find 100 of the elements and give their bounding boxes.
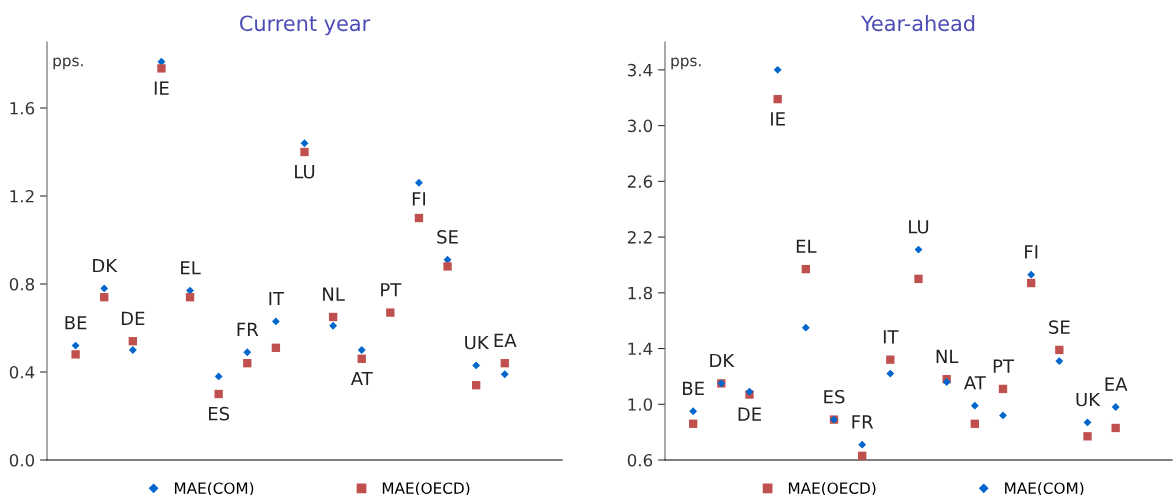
point xyxy=(243,348,252,357)
point xyxy=(328,312,338,322)
point xyxy=(128,346,137,354)
point xyxy=(858,440,867,449)
point xyxy=(271,343,281,352)
y-tick-label: 1.0 xyxy=(628,398,653,411)
legend-label: MAE(OECD) xyxy=(382,482,470,495)
point xyxy=(214,372,223,381)
point xyxy=(1027,270,1036,279)
point xyxy=(1083,432,1092,441)
category-label: EL xyxy=(181,261,201,275)
y-tick-label: 1.6 xyxy=(10,101,35,115)
category-label: PT xyxy=(993,359,1015,373)
y-tick-label: 3.4 xyxy=(627,63,653,77)
point xyxy=(914,245,923,254)
category-label: AT xyxy=(963,376,986,390)
point xyxy=(858,451,867,460)
point xyxy=(443,262,452,271)
category-label: LU xyxy=(909,220,929,234)
category-label: EA xyxy=(494,333,517,347)
point xyxy=(1027,278,1036,288)
point xyxy=(1083,418,1092,427)
category-label: ES xyxy=(824,389,845,404)
category-label: FI xyxy=(1025,245,1038,259)
category-label: NL xyxy=(936,349,959,363)
point xyxy=(773,94,782,104)
category-label: IT xyxy=(269,291,285,306)
legend-label: MAE(OECD) xyxy=(788,482,876,495)
point xyxy=(214,389,223,399)
legend-label: MAE(COM) xyxy=(1005,482,1084,495)
category-label: DE xyxy=(121,311,145,325)
point xyxy=(300,139,309,148)
point xyxy=(271,317,280,326)
category-label: FR xyxy=(237,322,259,336)
y-tick-label: 2.2 xyxy=(627,231,652,244)
point xyxy=(773,65,782,74)
chart-title: Current year xyxy=(240,15,371,36)
point xyxy=(472,381,481,390)
point xyxy=(801,323,810,332)
chart-title: Year-ahead xyxy=(860,15,975,32)
point xyxy=(999,411,1007,420)
category-label: BE xyxy=(65,316,87,330)
point xyxy=(414,213,424,223)
category-label: PT xyxy=(381,283,402,297)
y-axis-title: pps. xyxy=(53,57,83,70)
category-label: NL xyxy=(323,287,345,301)
y-tick-label: 1.8 xyxy=(628,286,653,300)
category-label: FR xyxy=(852,415,874,429)
point xyxy=(357,346,366,354)
point xyxy=(71,350,80,359)
point xyxy=(886,369,895,378)
y-tick-label: 0.6 xyxy=(627,453,653,467)
point xyxy=(472,361,481,370)
legend-label: MAE(COM) xyxy=(174,482,254,495)
category-label: UK xyxy=(465,335,490,350)
y-tick-label: 0.8 xyxy=(9,277,35,291)
y-tick-label: 2.6 xyxy=(627,175,653,188)
y-tick-label: 0.4 xyxy=(9,365,35,379)
category-label: FI xyxy=(412,192,426,206)
point xyxy=(415,178,423,187)
y-axis-title: pps. xyxy=(671,57,701,70)
y-tick-label: 1.2 xyxy=(10,189,34,203)
category-label: IE xyxy=(771,112,785,126)
category-label: DK xyxy=(710,353,735,368)
point xyxy=(1111,403,1120,411)
point xyxy=(243,359,252,368)
category-label: UK xyxy=(1076,392,1101,407)
point xyxy=(500,359,509,368)
point xyxy=(185,293,195,302)
category-label: IE xyxy=(154,81,169,95)
point xyxy=(100,293,109,302)
category-label: SE xyxy=(1049,320,1070,334)
point xyxy=(1055,357,1064,365)
y-tick-label: 3.0 xyxy=(627,119,653,133)
point xyxy=(100,284,109,293)
category-label: BE xyxy=(683,381,704,395)
point xyxy=(329,321,338,330)
point xyxy=(801,264,810,274)
point xyxy=(998,384,1008,394)
point xyxy=(1055,345,1064,355)
point xyxy=(386,308,395,317)
y-tick-label: 0.0 xyxy=(9,453,35,467)
category-label: DE xyxy=(738,407,761,421)
point xyxy=(689,407,698,416)
point xyxy=(970,401,979,410)
category-label: EL xyxy=(796,239,817,253)
point xyxy=(71,341,80,350)
point xyxy=(500,370,509,379)
point xyxy=(128,337,137,346)
category-label: DK xyxy=(93,258,118,273)
point xyxy=(886,355,895,364)
category-label: SE xyxy=(437,230,458,244)
point xyxy=(1111,423,1120,433)
point xyxy=(357,354,366,363)
category-label: LU xyxy=(295,165,315,179)
point xyxy=(914,274,923,284)
point xyxy=(689,419,698,428)
point xyxy=(157,64,166,73)
y-tick-label: 1.4 xyxy=(628,342,653,355)
point xyxy=(300,147,309,157)
